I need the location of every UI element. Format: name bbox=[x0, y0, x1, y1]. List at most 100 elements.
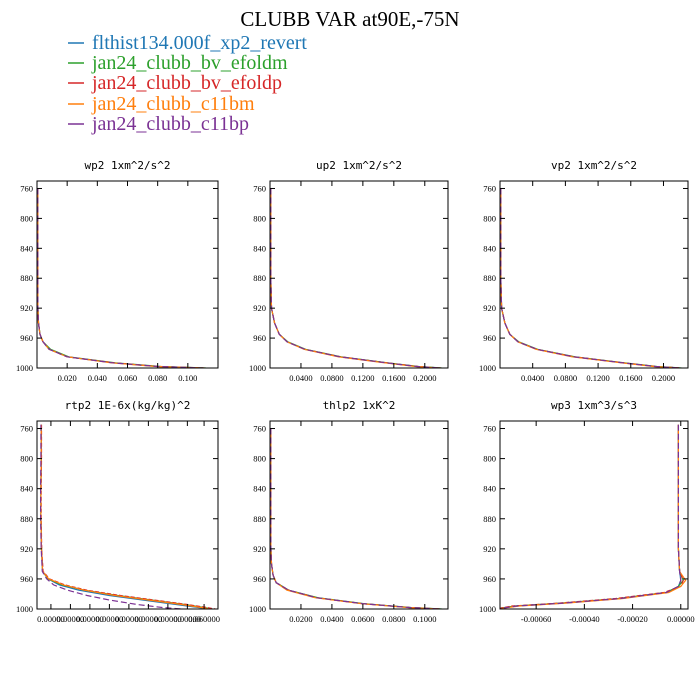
series-line-6-2 bbox=[500, 424, 684, 609]
panel-series-group-6 bbox=[500, 424, 687, 609]
x-tick-label-2-2: 0.0800 bbox=[320, 373, 343, 383]
legend-item-4: jan24_clubb_c11bm bbox=[68, 93, 255, 115]
y-tick-label-1-4: 880 bbox=[20, 273, 33, 283]
y-tick-label-5-2: 800 bbox=[253, 454, 266, 464]
y-tick-label-3-5: 920 bbox=[483, 303, 496, 313]
x-tick-label-6-3: -0.00020 bbox=[617, 614, 647, 624]
y-tick-label-6-7: 1000 bbox=[479, 604, 496, 614]
legend-label-1: flthist134.000f_xp2_revert bbox=[92, 32, 307, 54]
y-tick-label-1-5: 920 bbox=[20, 303, 33, 313]
panel-series-group-2 bbox=[270, 188, 442, 368]
y-tick-label-5-6: 960 bbox=[253, 574, 266, 584]
series-line-6-3 bbox=[500, 424, 684, 609]
series-line-1-5 bbox=[37, 188, 203, 368]
legend-item-5: jan24_clubb_c11bp bbox=[68, 113, 249, 135]
y-tick-label-3-4: 880 bbox=[483, 273, 496, 283]
series-line-1-1 bbox=[37, 188, 203, 368]
panel-1: wp2 1xm^2/s^2 760 800 840 880 920 960 1000 0.020… bbox=[16, 159, 219, 383]
y-tick-label-5-5: 920 bbox=[253, 544, 266, 554]
y-tick-label-6-3: 840 bbox=[483, 484, 496, 494]
y-tick-label-5-3: 840 bbox=[253, 484, 266, 494]
series-line-2-1 bbox=[270, 188, 441, 368]
y-tick-label-1-1: 760 bbox=[20, 183, 33, 193]
y-tick-label-3-3: 840 bbox=[483, 243, 496, 253]
panel-frame-5 bbox=[269, 420, 449, 610]
legend-item-3: jan24_clubb_bv_efoldp bbox=[68, 72, 282, 94]
x-tick-label-2-1: 0.0400 bbox=[289, 373, 312, 383]
series-line-3-4 bbox=[500, 188, 679, 368]
series-line-2-5 bbox=[270, 188, 441, 368]
x-tick-label-5-4: 0.0800 bbox=[382, 614, 405, 624]
y-tick-label-6-6: 960 bbox=[483, 574, 496, 584]
series-line-4-3 bbox=[40, 424, 216, 609]
series-line-5-5 bbox=[270, 428, 441, 609]
series-line-3-2 bbox=[500, 188, 682, 368]
x-tick-label-1-3: 0.060 bbox=[118, 373, 137, 383]
x-tick-label-1-1: 0.020 bbox=[58, 373, 77, 383]
y-tick-label-4-7: 1000 bbox=[16, 604, 33, 614]
series-line-5-3 bbox=[270, 428, 441, 609]
legend-label-3: jan24_clubb_bv_efoldp bbox=[91, 72, 282, 94]
y-tick-label-6-4: 880 bbox=[483, 514, 496, 524]
x-tick-label-4-5: 0.00000 bbox=[115, 614, 143, 624]
series-line-4-4 bbox=[40, 424, 210, 609]
x-tick-label-6-2: -0.00040 bbox=[569, 614, 599, 624]
y-tick-label-4-5: 920 bbox=[20, 544, 33, 554]
series-line-2-3 bbox=[270, 188, 442, 368]
series-line-4-5 bbox=[39, 424, 182, 609]
panel-frame-6 bbox=[499, 420, 689, 610]
x-tick-label-4-3: 0.00000 bbox=[76, 614, 104, 624]
series-line-6-1 bbox=[500, 424, 682, 609]
panel-title-2: up2 1xm^2/s^2 bbox=[316, 159, 402, 172]
x-tick-label-3-3: 0.1200 bbox=[586, 373, 609, 383]
series-line-2-2 bbox=[270, 188, 442, 368]
legend-label-2: jan24_clubb_bv_efoldm bbox=[91, 52, 288, 74]
y-tick-label-1-7: 1000 bbox=[16, 363, 33, 373]
y-tick-label-3-1: 760 bbox=[483, 183, 496, 193]
panel-2: up2 1xm^2/s^2 760 800 840 880 920 960 1000 0.040… bbox=[249, 159, 449, 383]
x-tick-label-4-2: 0.00000 bbox=[57, 614, 85, 624]
panel-frame-1 bbox=[36, 180, 219, 369]
panel-title-1: wp2 1xm^2/s^2 bbox=[84, 159, 170, 172]
panel-series-group-5 bbox=[270, 428, 442, 609]
legend: flthist134.000f_xp2_revert jan24_clubb_b… bbox=[68, 32, 307, 135]
y-tick-label-4-1: 760 bbox=[20, 424, 33, 434]
panel-6: wp3 1xm^3/s^3 760 800 840 880 920 960 1000 -0.00… bbox=[479, 399, 695, 624]
y-tick-label-4-6: 960 bbox=[20, 574, 33, 584]
x-tick-label-6-1: -0.00060 bbox=[521, 614, 551, 624]
series-line-6-5 bbox=[502, 424, 682, 609]
series-line-6-4 bbox=[502, 424, 687, 609]
x-tick-label-4-6: 0.00000 bbox=[135, 614, 163, 624]
series-line-4-2 bbox=[40, 424, 213, 609]
y-tick-label-2-2: 800 bbox=[253, 213, 266, 223]
figure-title: CLUBB VAR at90E,-75N bbox=[240, 7, 459, 31]
x-tick-label-4-7: 0.00000 bbox=[154, 614, 182, 624]
panel-title-5: thlp2 1xK^2 bbox=[323, 399, 396, 412]
y-tick-label-6-5: 920 bbox=[483, 544, 496, 554]
x-tick-label-2-5: 0.2000 bbox=[413, 373, 436, 383]
x-tick-label-2-4: 0.1600 bbox=[382, 373, 405, 383]
panel-frame-3 bbox=[499, 180, 689, 369]
x-tick-label-4-1: 0.00000 bbox=[37, 614, 65, 624]
x-tick-label-2-3: 0.1200 bbox=[351, 373, 374, 383]
series-line-3-5 bbox=[500, 188, 680, 368]
series-line-5-4 bbox=[270, 428, 439, 609]
x-tick-label-5-3: 0.0600 bbox=[351, 614, 374, 624]
series-line-3-1 bbox=[500, 188, 680, 368]
x-tick-label-3-4: 0.1600 bbox=[619, 373, 642, 383]
y-tick-label-2-5: 920 bbox=[253, 303, 266, 313]
y-tick-label-2-1: 760 bbox=[253, 183, 266, 193]
series-line-5-2 bbox=[270, 428, 442, 609]
y-tick-label-4-4: 880 bbox=[20, 514, 33, 524]
y-tick-label-2-4: 880 bbox=[253, 273, 266, 283]
panel-series-group-3 bbox=[500, 188, 682, 368]
panel-title-6: wp3 1xm^3/s^3 bbox=[551, 399, 637, 412]
y-tick-label-5-1: 760 bbox=[253, 424, 266, 434]
y-tick-label-2-7: 1000 bbox=[249, 363, 266, 373]
x-tick-label-5-2: 0.0400 bbox=[320, 614, 343, 624]
x-tick-label-1-5: 0.100 bbox=[178, 373, 197, 383]
panel-4: rtp2 1E-6x(kg/kg)^2 760 800 840 880 920 960 100… bbox=[16, 399, 220, 624]
y-tick-label-2-3: 840 bbox=[253, 243, 266, 253]
legend-item-1: flthist134.000f_xp2_revert bbox=[68, 32, 307, 54]
